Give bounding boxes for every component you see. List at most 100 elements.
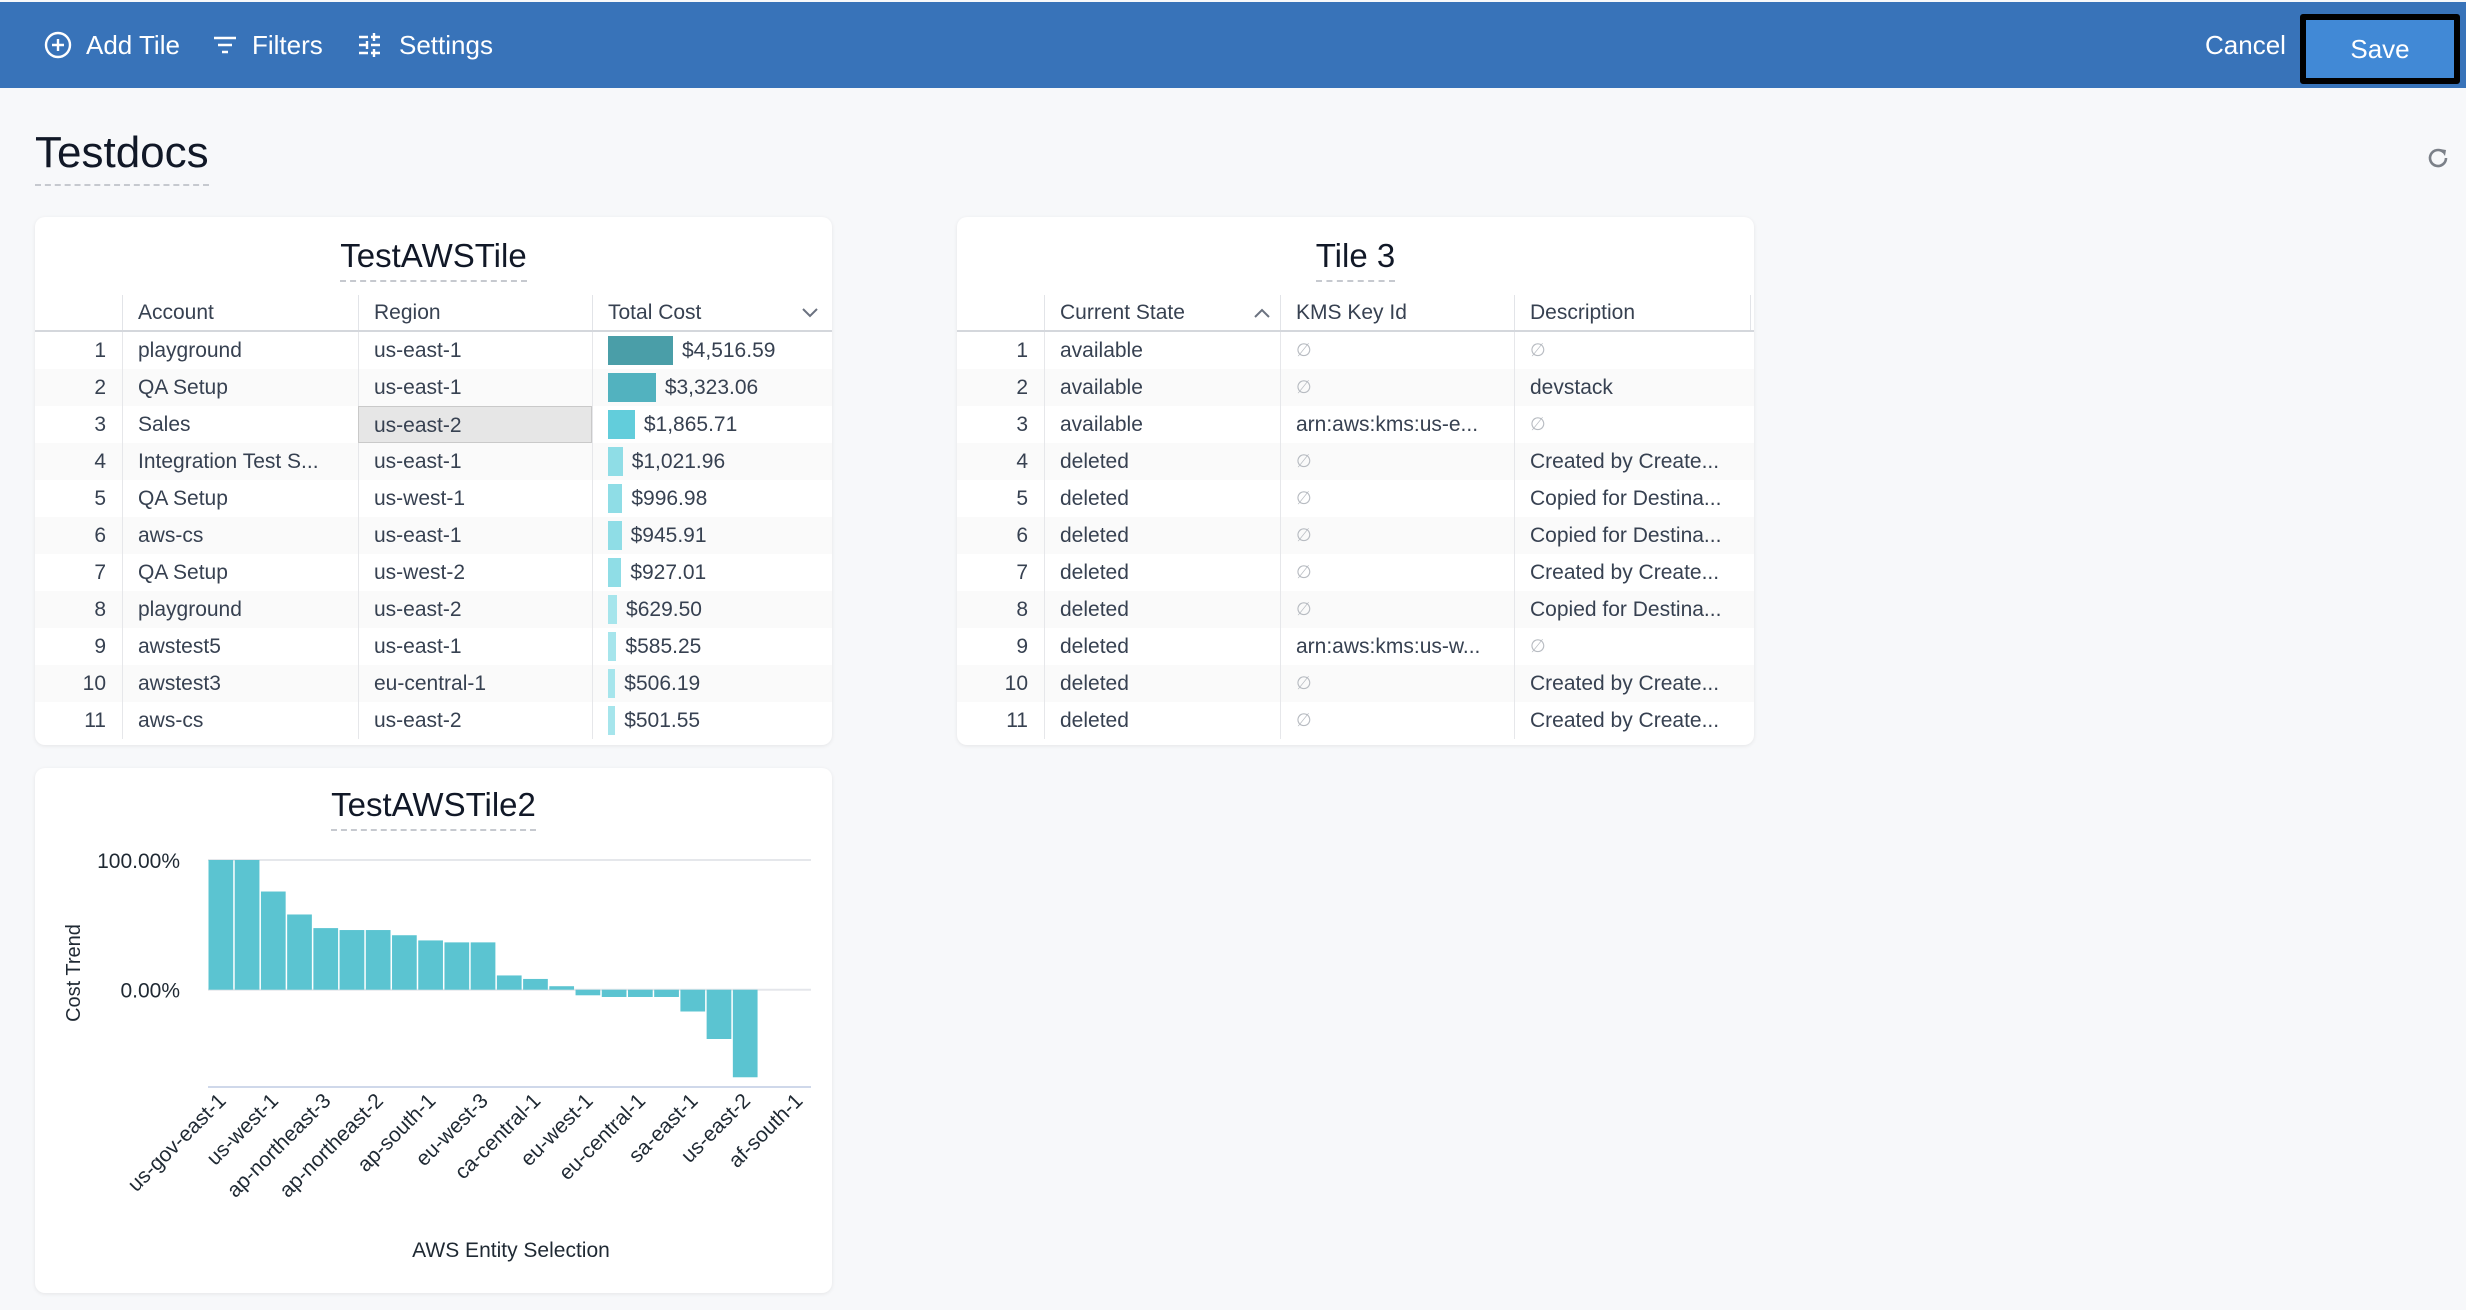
table-row[interactable]: 10 deleted ∅ Created by Create... xyxy=(957,665,1754,702)
description-cell[interactable]: Created by Create... xyxy=(1514,702,1750,739)
current-state-cell[interactable]: deleted xyxy=(1044,591,1280,628)
table-row[interactable]: 6 deleted ∅ Copied for Destina... xyxy=(957,517,1754,554)
region-cell[interactable]: us-east-2 xyxy=(358,406,592,443)
kms-key-id-cell[interactable]: arn:aws:kms:us-w... xyxy=(1280,628,1514,665)
table-row[interactable]: 1 playground us-east-1 $4,516.59 xyxy=(35,332,832,369)
save-button[interactable]: Save xyxy=(2300,14,2460,84)
account-cell[interactable]: Sales xyxy=(122,406,358,443)
table-row[interactable]: 11 deleted ∅ Created by Create... xyxy=(957,702,1754,739)
add-tile-button[interactable]: Add Tile xyxy=(44,2,180,88)
account-cell[interactable]: Integration Test S... xyxy=(122,443,358,480)
description-cell[interactable]: Created by Create... xyxy=(1514,443,1750,480)
null-value-icon[interactable]: ∅ xyxy=(1280,591,1514,628)
table-row[interactable]: 10 awstest3 eu-central-1 $506.19 xyxy=(35,665,832,702)
settings-button[interactable]: Settings xyxy=(357,2,493,88)
table-row[interactable]: 8 playground us-east-2 $629.50 xyxy=(35,591,832,628)
column-header-description[interactable]: Description xyxy=(1514,295,1750,330)
bar[interactable] xyxy=(470,942,496,990)
region-cell[interactable]: us-east-1 xyxy=(358,332,592,369)
bar[interactable] xyxy=(287,914,312,990)
filters-button[interactable]: Filters xyxy=(212,2,323,88)
account-cell[interactable]: awstest5 xyxy=(122,628,358,665)
bar[interactable] xyxy=(680,989,706,1012)
bar[interactable] xyxy=(392,935,417,990)
region-cell[interactable]: us-east-1 xyxy=(358,517,592,554)
null-value-icon[interactable]: ∅ xyxy=(1514,628,1750,665)
null-value-icon[interactable]: ∅ xyxy=(1280,480,1514,517)
total-cost-cell[interactable]: $1,021.96 xyxy=(592,443,832,480)
region-cell[interactable]: eu-central-1 xyxy=(358,665,592,702)
current-state-cell[interactable]: deleted xyxy=(1044,554,1280,591)
table-row[interactable]: 7 deleted ∅ Created by Create... xyxy=(957,554,1754,591)
bar[interactable] xyxy=(339,930,365,990)
tile-title[interactable]: TestAWSTile xyxy=(340,237,527,282)
null-value-icon[interactable]: ∅ xyxy=(1280,665,1514,702)
account-cell[interactable]: aws-cs xyxy=(122,517,358,554)
description-cell[interactable]: Copied for Destina... xyxy=(1514,517,1750,554)
description-cell[interactable]: Created by Create... xyxy=(1514,665,1750,702)
tile-title[interactable]: Tile 3 xyxy=(1315,237,1396,282)
null-value-icon[interactable]: ∅ xyxy=(1280,517,1514,554)
bar[interactable] xyxy=(496,975,522,990)
sort-ascending-icon[interactable] xyxy=(1253,295,1271,330)
table-row[interactable]: 6 aws-cs us-east-1 $945.91 xyxy=(35,517,832,554)
current-state-cell[interactable]: deleted xyxy=(1044,702,1280,739)
null-value-icon[interactable]: ∅ xyxy=(1280,332,1514,369)
total-cost-cell[interactable]: $927.01 xyxy=(592,554,832,591)
total-cost-cell[interactable]: $501.55 xyxy=(592,702,832,739)
description-cell[interactable]: Copied for Destina... xyxy=(1514,591,1750,628)
account-cell[interactable]: aws-cs xyxy=(122,702,358,739)
table-row[interactable]: 2 QA Setup us-east-1 $3,323.06 xyxy=(35,369,832,406)
account-cell[interactable]: awstest3 xyxy=(122,665,358,702)
table-row[interactable]: 4 deleted ∅ Created by Create... xyxy=(957,443,1754,480)
current-state-cell[interactable]: deleted xyxy=(1044,665,1280,702)
table-row[interactable]: 9 awstest5 us-east-1 $585.25 xyxy=(35,628,832,665)
current-state-cell[interactable]: deleted xyxy=(1044,517,1280,554)
null-value-icon[interactable]: ∅ xyxy=(1280,702,1514,739)
total-cost-cell[interactable]: $3,323.06 xyxy=(592,369,832,406)
table-row[interactable]: 7 QA Setup us-west-2 $927.01 xyxy=(35,554,832,591)
column-header-kms-key-id[interactable]: KMS Key Id xyxy=(1280,295,1514,330)
account-cell[interactable]: QA Setup xyxy=(122,554,358,591)
bar[interactable] xyxy=(732,989,758,1078)
region-cell[interactable]: us-east-2 xyxy=(358,702,592,739)
bar[interactable] xyxy=(260,891,286,990)
bar[interactable] xyxy=(575,989,601,996)
table-row[interactable]: 5 QA Setup us-west-1 $996.98 xyxy=(35,480,832,517)
description-cell[interactable]: Copied for Destina... xyxy=(1514,480,1750,517)
current-state-cell[interactable]: available xyxy=(1044,406,1280,443)
current-state-cell[interactable]: available xyxy=(1044,369,1280,406)
region-cell[interactable]: us-east-2 xyxy=(358,591,592,628)
region-cell[interactable]: us-east-1 xyxy=(358,628,592,665)
account-cell[interactable]: QA Setup xyxy=(122,480,358,517)
table-row[interactable]: 4 Integration Test S... us-east-1 $1,021.96 xyxy=(35,443,832,480)
current-state-cell[interactable]: deleted xyxy=(1044,443,1280,480)
column-header-account[interactable]: Account xyxy=(122,295,358,330)
total-cost-cell[interactable]: $506.19 xyxy=(592,665,832,702)
null-value-icon[interactable]: ∅ xyxy=(1280,369,1514,406)
region-cell[interactable]: us-east-1 xyxy=(358,443,592,480)
kms-key-id-cell[interactable]: arn:aws:kms:us-e... xyxy=(1280,406,1514,443)
region-cell[interactable]: us-west-2 xyxy=(358,554,592,591)
total-cost-cell[interactable]: $945.91 xyxy=(592,517,832,554)
current-state-cell[interactable]: deleted xyxy=(1044,628,1280,665)
null-value-icon[interactable]: ∅ xyxy=(1514,406,1750,443)
column-header-region[interactable]: Region xyxy=(358,295,592,330)
cancel-button[interactable]: Cancel xyxy=(2205,29,2286,60)
total-cost-cell[interactable]: $585.25 xyxy=(592,628,832,665)
chart-title[interactable]: TestAWSTile2 xyxy=(331,786,536,831)
table-row[interactable]: 1 available ∅ ∅ xyxy=(957,332,1754,369)
account-cell[interactable]: playground xyxy=(122,332,358,369)
account-cell[interactable]: QA Setup xyxy=(122,369,358,406)
bar[interactable] xyxy=(208,860,234,990)
sort-descending-icon[interactable] xyxy=(801,295,819,330)
total-cost-cell[interactable]: $4,516.59 xyxy=(592,332,832,369)
null-value-icon[interactable]: ∅ xyxy=(1280,554,1514,591)
bar[interactable] xyxy=(313,928,339,990)
current-state-cell[interactable]: available xyxy=(1044,332,1280,369)
null-value-icon[interactable]: ∅ xyxy=(1280,443,1514,480)
table-row[interactable]: 8 deleted ∅ Copied for Destina... xyxy=(957,591,1754,628)
bar[interactable] xyxy=(365,930,391,990)
null-value-icon[interactable]: ∅ xyxy=(1514,332,1750,369)
bar[interactable] xyxy=(444,942,470,990)
